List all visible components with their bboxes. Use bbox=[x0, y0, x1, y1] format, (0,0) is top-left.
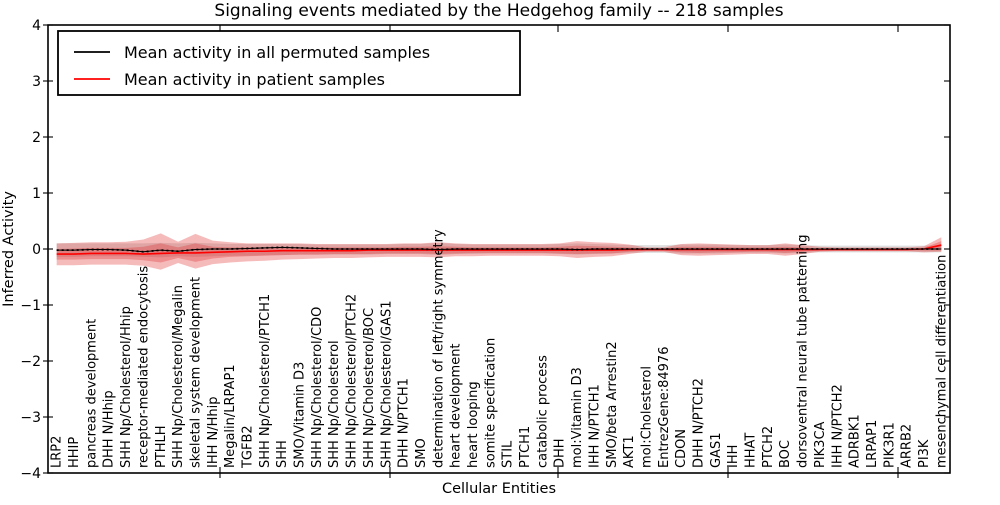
x-tick-label: PIK3CA bbox=[813, 421, 828, 468]
patient-samples-outer-range-band bbox=[56, 233, 942, 270]
x-tick-label: SHH Np/Cholesterol/CDO bbox=[310, 307, 325, 468]
x-tick-label: IHH N/PTCH1 bbox=[587, 384, 602, 468]
x-tick-label: DHH N/PTCH1 bbox=[397, 378, 412, 468]
x-tick-label: SHH Np/Cholesterol/BOC bbox=[362, 308, 377, 468]
x-tick-label: somite specification bbox=[483, 338, 498, 468]
x-tick-label: SMO/Vitamin D3 bbox=[293, 362, 308, 468]
x-tick-label: PTCH2 bbox=[761, 426, 776, 468]
x-tick-labels: LRP2 HHIP pancreas development DHH N/Hhip SH… bbox=[50, 229, 950, 469]
x-tick-label: DHH bbox=[553, 438, 568, 468]
x-tick-label: SHH Np/Cholesterol/PTCH2 bbox=[345, 294, 360, 468]
x-tick-label: SMO bbox=[414, 438, 429, 468]
x-axis-label: Cellular Entities bbox=[442, 481, 556, 497]
patient-samples-inner-range-band bbox=[56, 241, 942, 263]
legend-box bbox=[57, 30, 521, 96]
x-tick-label: HHAT bbox=[744, 433, 759, 468]
x-tick-label: mol:Cholesterol bbox=[639, 366, 654, 468]
x-tick-label: SHH Np/Cholesterol/Hhip bbox=[119, 306, 134, 468]
x-tick-label: dorsoventral neural tube patterning bbox=[796, 235, 811, 468]
x-tick-label: PTHLH bbox=[154, 425, 169, 468]
x-tick-label: DHH N/PTCH2 bbox=[691, 378, 706, 468]
x-tick-label: IHH N/Hhip bbox=[206, 397, 221, 469]
x-tick-label: mesenchymal cell differentiation bbox=[934, 255, 949, 468]
x-tick-label: skeletal system development bbox=[188, 277, 203, 468]
y-tick-label: 1 bbox=[32, 186, 41, 202]
x-tick-label: pancreas development bbox=[84, 319, 99, 468]
x-tick-label: SMO/beta Arrestin2 bbox=[605, 341, 620, 468]
x-tick-label: LRP2 bbox=[50, 436, 65, 468]
x-tick-label: determination of left/right symmetry bbox=[431, 229, 446, 468]
y-tick-label: 4 bbox=[32, 18, 41, 34]
y-axis-label: Inferred Activity bbox=[1, 191, 17, 307]
x-tick-label: catabolic process bbox=[535, 355, 550, 468]
x-tick-label: PTCH1 bbox=[518, 426, 533, 468]
patient-mean-line bbox=[56, 244, 942, 255]
x-tick-label: PI3K bbox=[917, 439, 932, 468]
x-tick-label: ARRB2 bbox=[900, 424, 915, 468]
x-tick-label: AKT1 bbox=[622, 435, 637, 468]
permuted-mean-line bbox=[56, 246, 942, 253]
legend: Mean activity in all permuted samples Me… bbox=[57, 30, 521, 96]
y-tick-label: −3 bbox=[20, 410, 41, 426]
chart-title: Signaling events mediated by the Hedgeho… bbox=[214, 1, 783, 21]
x-tick-label: EntrezGene:84976 bbox=[657, 347, 672, 468]
mean-lines bbox=[56, 244, 942, 255]
x-tick-label: GAS1 bbox=[709, 433, 724, 469]
x-tick-label: receptor-mediated endocytosis bbox=[136, 266, 151, 468]
x-tick-label: ADRBK1 bbox=[848, 414, 863, 468]
x-tick-label: STIL bbox=[501, 440, 516, 468]
x-tick-label: IHH N/PTCH2 bbox=[830, 384, 845, 468]
x-tick-label: mol:Vitamin D3 bbox=[570, 367, 585, 468]
y-tick-label: −4 bbox=[20, 466, 41, 482]
y-tick-label: 3 bbox=[32, 74, 41, 90]
x-tick-label: LRPAP1 bbox=[865, 420, 880, 468]
y-tick-label: 0 bbox=[32, 242, 41, 258]
x-tick-label: BOC bbox=[778, 440, 793, 468]
plot-border bbox=[47, 24, 951, 474]
x-tick-label: heart development bbox=[449, 343, 464, 468]
x-tick-label: Megalin/LRPAP1 bbox=[223, 364, 238, 468]
x-tick-label: heart looping bbox=[466, 381, 481, 468]
axis-ticks: 4 3 2 1 0 −1 −2 −3 −4 bbox=[20, 18, 950, 482]
x-tick-label: SHH Np/Cholesterol/GAS1 bbox=[379, 300, 394, 468]
x-tick-label: SHH Np/Cholesterol/PTCH1 bbox=[258, 294, 273, 468]
x-tick-label: DHH N/Hhip bbox=[102, 390, 117, 468]
x-tick-label: PIK3R1 bbox=[882, 422, 897, 468]
legend-label-permuted: Mean activity in all permuted samples bbox=[124, 43, 430, 62]
x-tick-label: CDON bbox=[674, 429, 689, 468]
x-tick-label: TGFB2 bbox=[240, 425, 255, 469]
x-tick-label: IHH bbox=[726, 445, 741, 468]
x-tick-label: SHH bbox=[275, 440, 290, 468]
y-tick-label: −2 bbox=[20, 354, 41, 370]
x-tick-label: HHIP bbox=[67, 437, 82, 468]
x-tick-label: SHH Np/Cholesterol bbox=[327, 340, 342, 468]
y-tick-label: 2 bbox=[32, 130, 41, 146]
legend-label-patient: Mean activity in patient samples bbox=[124, 70, 385, 89]
y-tick-label: −1 bbox=[20, 298, 41, 314]
x-tick-label: SHH Np/Cholesterol/Megalin bbox=[171, 285, 186, 468]
